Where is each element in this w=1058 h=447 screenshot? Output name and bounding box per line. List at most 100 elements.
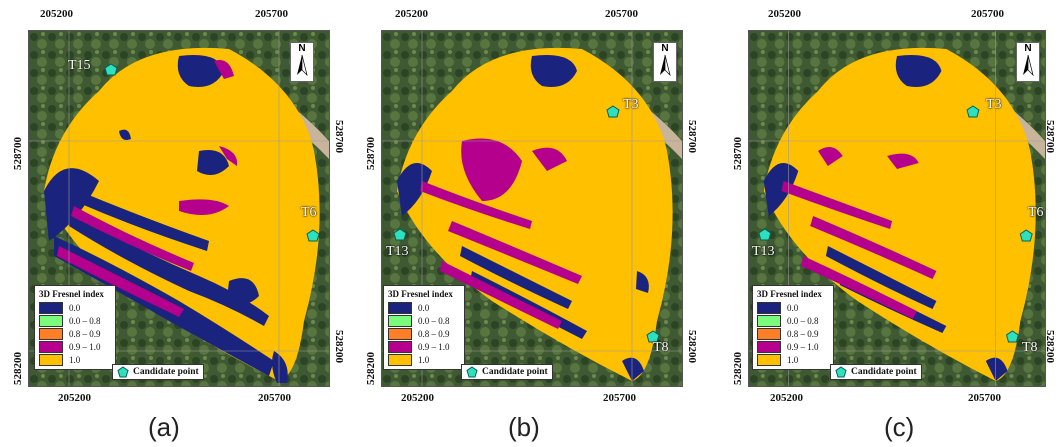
legend-label: 0.9 – 1.0 bbox=[69, 341, 101, 352]
x-coord-top-left: 205200 bbox=[395, 8, 428, 20]
north-arrow-icon bbox=[297, 54, 308, 77]
candidate-legend-label: Candidate point bbox=[482, 367, 548, 377]
legend-item: 1.0 bbox=[757, 353, 829, 366]
x-coord-bottom-left: 205200 bbox=[58, 392, 91, 404]
candidate-legend: Candidate point bbox=[112, 364, 204, 380]
candidate-marker-t3 bbox=[966, 105, 980, 118]
north-label: N bbox=[298, 43, 306, 54]
legend-label: 1.0 bbox=[69, 354, 81, 365]
x-coord-bottom-right: 205700 bbox=[258, 392, 291, 404]
y-coord-left-upper: 528700 bbox=[365, 137, 377, 170]
legend-title: 3D Fresnel index bbox=[39, 289, 104, 299]
candidate-marker-t6 bbox=[1019, 229, 1033, 242]
legend-item: 0.0 – 0.8 bbox=[757, 314, 829, 327]
legend: 3D Fresnel index 0.0 0.0 – 0.8 0.8 – 0.9… bbox=[752, 285, 834, 370]
legend-label: 0.8 – 0.9 bbox=[69, 328, 101, 339]
x-coord-top-right: 205700 bbox=[255, 8, 288, 20]
fresnel-high-zones bbox=[57, 60, 238, 317]
candidate-marker-t13 bbox=[758, 228, 772, 241]
x-coord-top-left: 205200 bbox=[768, 8, 801, 20]
candidate-marker-t15 bbox=[104, 63, 118, 76]
north-arrow: N bbox=[653, 42, 677, 82]
legend: 3D Fresnel index 0.0 0.0 – 0.8 0.8 – 0.9… bbox=[383, 285, 465, 370]
panel-label: (c) bbox=[884, 412, 915, 442]
candidate-label-t3: T3 bbox=[623, 97, 639, 112]
legend-swatch bbox=[39, 353, 63, 366]
legend-label: 0.0 – 0.8 bbox=[418, 315, 450, 326]
legend: 3D Fresnel index 0.0 0.0 – 0.8 0.8 – 0.9… bbox=[34, 285, 116, 370]
legend-swatch bbox=[757, 340, 781, 353]
map-panel-a: 205200 205700 528700 528200 528700 52820… bbox=[0, 0, 352, 447]
candidate-legend: Candidate point bbox=[461, 364, 553, 380]
fresnel-high-zones bbox=[781, 147, 937, 319]
legend-item: 0.8 – 0.9 bbox=[39, 327, 111, 340]
legend-swatch bbox=[39, 301, 63, 314]
y-coord-right-upper: 528700 bbox=[333, 120, 345, 153]
north-arrow: N bbox=[1016, 42, 1040, 82]
candidate-label-t3: T3 bbox=[986, 97, 1002, 112]
map-panel-b: 205200 205700 528700 528200 528700 52820… bbox=[353, 0, 705, 447]
legend-label: 0.9 – 1.0 bbox=[418, 341, 450, 352]
legend-swatch bbox=[39, 340, 63, 353]
candidate-legend-label: Candidate point bbox=[133, 367, 199, 377]
legend-item: 0.8 – 0.9 bbox=[388, 327, 460, 340]
candidate-label-t6: T6 bbox=[301, 205, 317, 220]
panel-label: (b) bbox=[508, 412, 540, 442]
candidate-marker-t8 bbox=[1005, 330, 1019, 343]
legend-item: 0.0 – 0.8 bbox=[388, 314, 460, 327]
y-coord-right-lower: 528200 bbox=[333, 330, 345, 363]
legend-item: 0.9 – 1.0 bbox=[39, 340, 111, 353]
fresnel-zone-area bbox=[763, 47, 1036, 382]
y-coord-left-lower: 528200 bbox=[732, 352, 744, 385]
candidate-label-t15: T15 bbox=[68, 58, 91, 73]
candidate-point-icon bbox=[117, 366, 129, 378]
legend-swatch bbox=[757, 301, 781, 314]
legend-title: 3D Fresnel index bbox=[757, 289, 822, 299]
candidate-label-t8: T8 bbox=[1022, 340, 1038, 355]
fresnel-high-zones bbox=[420, 138, 582, 329]
x-coord-top-right: 205700 bbox=[605, 8, 638, 20]
candidate-label-t13: T13 bbox=[386, 244, 409, 259]
candidate-legend-label: Candidate point bbox=[851, 367, 917, 377]
legend-swatch bbox=[39, 314, 63, 327]
legend-swatch bbox=[757, 314, 781, 327]
legend-item: 0.0 bbox=[39, 301, 111, 314]
candidate-label-t6: T6 bbox=[1028, 205, 1044, 220]
y-coord-right-lower: 528200 bbox=[686, 330, 698, 363]
legend-label: 0.8 – 0.9 bbox=[787, 328, 819, 339]
legend-item: 0.9 – 1.0 bbox=[757, 340, 829, 353]
x-coord-bottom-right: 205700 bbox=[968, 392, 1001, 404]
y-coord-left-lower: 528200 bbox=[12, 352, 24, 385]
legend-label: 0.0 – 0.8 bbox=[69, 315, 101, 326]
panel-label: (a) bbox=[148, 412, 180, 442]
legend-swatch bbox=[757, 353, 781, 366]
north-label: N bbox=[661, 43, 669, 54]
candidate-point-icon bbox=[466, 366, 478, 378]
legend-swatch bbox=[388, 327, 412, 340]
legend-title: 3D Fresnel index bbox=[388, 289, 453, 299]
x-coord-bottom-left: 205200 bbox=[401, 392, 434, 404]
legend-swatch bbox=[39, 327, 63, 340]
y-coord-left-upper: 528700 bbox=[732, 137, 744, 170]
legend-label: 1.0 bbox=[418, 354, 430, 365]
candidate-label-t13: T13 bbox=[752, 244, 775, 259]
north-arrow: N bbox=[290, 42, 314, 82]
x-coord-bottom-right: 205700 bbox=[603, 392, 636, 404]
map-panel-c: 205200 205700 528700 528200 528700 52820… bbox=[706, 0, 1058, 447]
north-arrow-icon bbox=[660, 54, 671, 77]
legend-swatch bbox=[388, 314, 412, 327]
candidate-marker-t6 bbox=[306, 229, 320, 242]
legend-item: 0.0 bbox=[757, 301, 829, 314]
legend-label: 0.0 – 0.8 bbox=[787, 315, 819, 326]
legend-label: 0.0 bbox=[787, 302, 799, 313]
y-coord-right-upper: 528700 bbox=[686, 120, 698, 153]
legend-item: 0.0 bbox=[388, 301, 460, 314]
legend-item: 0.0 – 0.8 bbox=[39, 314, 111, 327]
legend-label: 0.9 – 1.0 bbox=[787, 341, 819, 352]
legend-item: 1.0 bbox=[39, 353, 111, 366]
legend-swatch bbox=[388, 340, 412, 353]
x-coord-top-right: 205700 bbox=[971, 8, 1004, 20]
y-coord-left-lower: 528200 bbox=[365, 352, 377, 385]
legend-swatch bbox=[757, 327, 781, 340]
legend-item: 0.8 – 0.9 bbox=[757, 327, 829, 340]
